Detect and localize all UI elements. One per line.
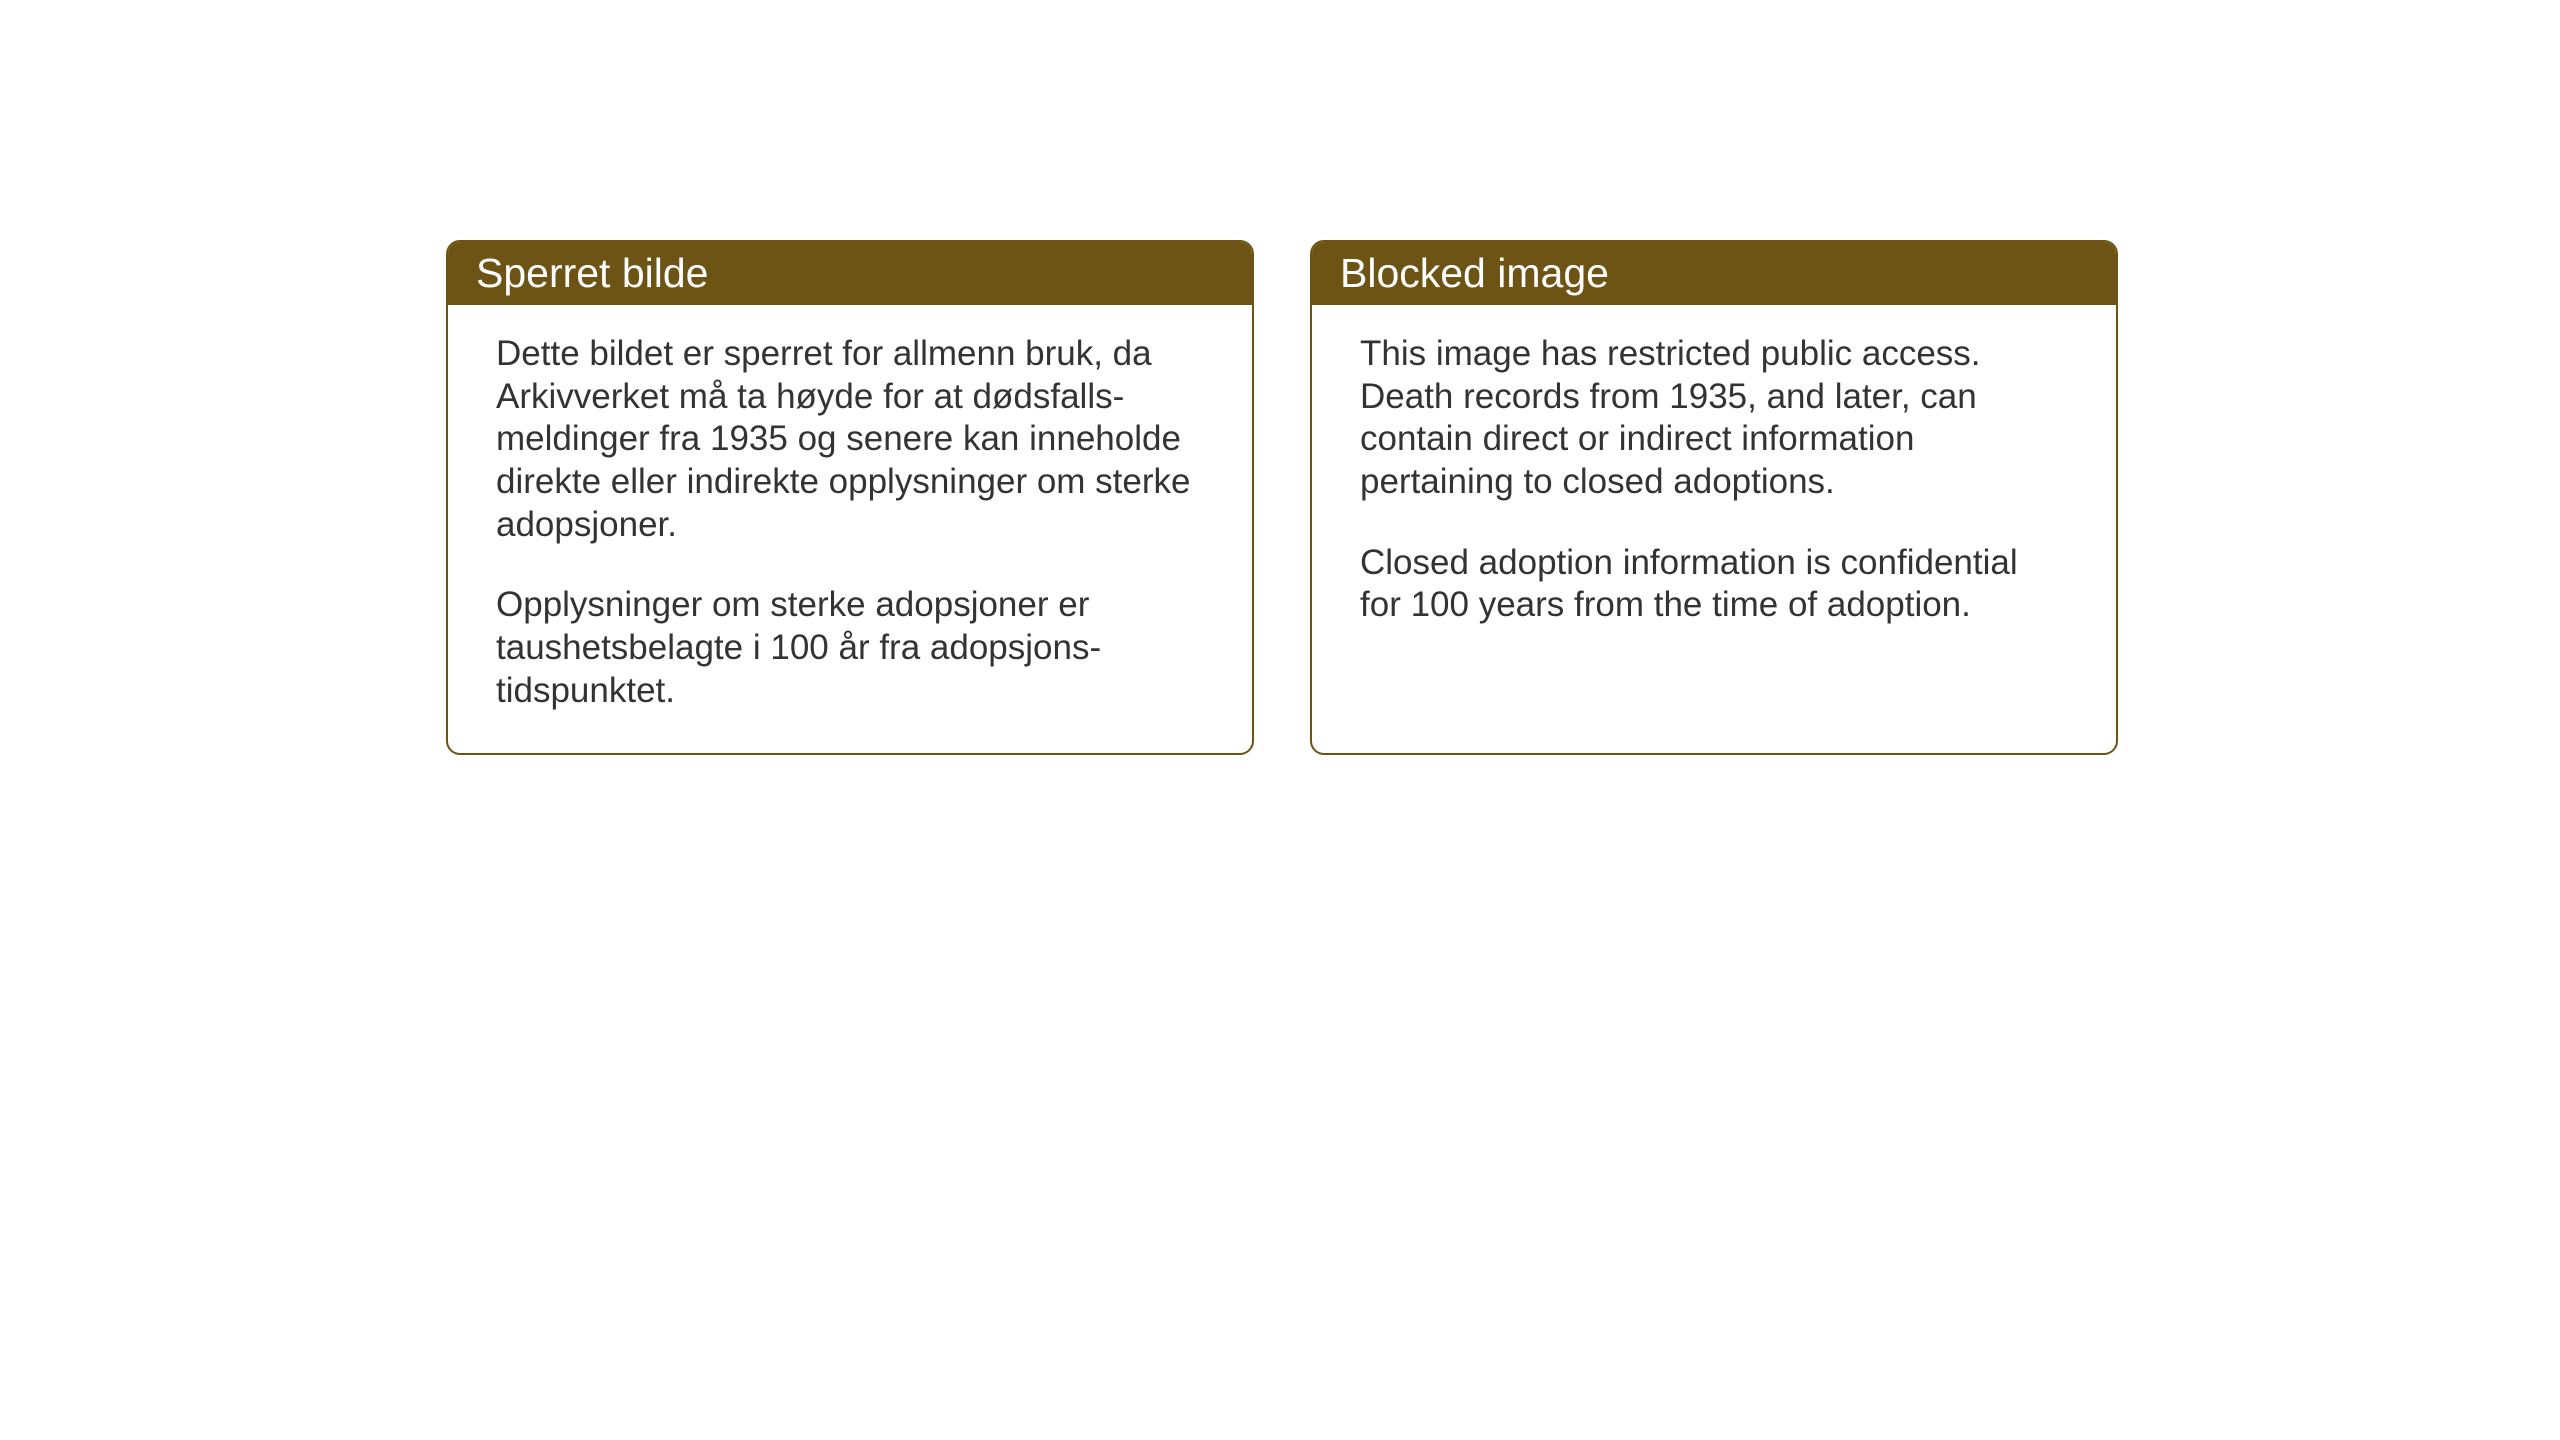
notice-card-norwegian: Sperret bilde Dette bildet er sperret fo… [446, 240, 1254, 755]
notice-card-english: Blocked image This image has restricted … [1310, 240, 2118, 755]
card-body-english: This image has restricted public access.… [1312, 305, 2116, 667]
card-header-english: Blocked image [1312, 242, 2116, 305]
card-title-english: Blocked image [1340, 250, 1609, 296]
card-header-norwegian: Sperret bilde [448, 242, 1252, 305]
card-paragraph-english-1: This image has restricted public access.… [1360, 333, 2068, 504]
card-paragraph-english-2: Closed adoption information is confident… [1360, 542, 2068, 627]
card-paragraph-norwegian-2: Opplysninger om sterke adopsjoner er tau… [496, 584, 1204, 712]
notice-container: Sperret bilde Dette bildet er sperret fo… [446, 240, 2118, 755]
card-paragraph-norwegian-1: Dette bildet er sperret for allmenn bruk… [496, 333, 1204, 546]
card-body-norwegian: Dette bildet er sperret for allmenn bruk… [448, 305, 1252, 753]
card-title-norwegian: Sperret bilde [476, 250, 708, 296]
